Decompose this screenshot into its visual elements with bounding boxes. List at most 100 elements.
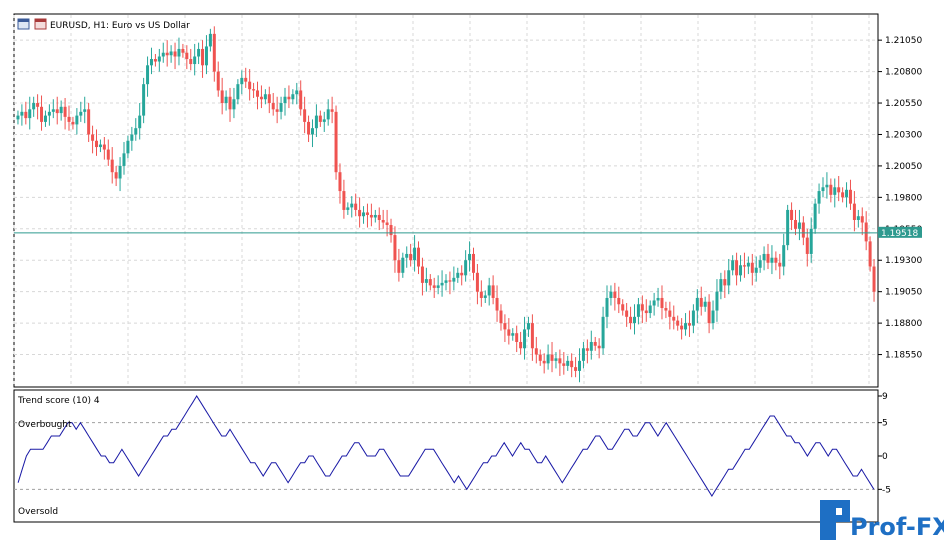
candle-body bbox=[774, 257, 778, 263]
candle-body bbox=[578, 360, 582, 371]
candle-body bbox=[314, 115, 318, 129]
candle-body bbox=[114, 172, 118, 179]
candle-body bbox=[146, 65, 150, 85]
candle-body bbox=[377, 214, 381, 220]
candle-body bbox=[122, 153, 126, 166]
candle-body bbox=[161, 52, 165, 57]
candle-body bbox=[841, 192, 845, 198]
watermark-logo: Prof-FX bbox=[820, 500, 944, 541]
candle-body bbox=[801, 222, 805, 238]
candle-body bbox=[24, 111, 28, 119]
candle-body bbox=[593, 341, 597, 346]
candle-body bbox=[346, 207, 350, 210]
candle-body bbox=[695, 297, 699, 311]
candle-body bbox=[731, 260, 735, 271]
candle-body bbox=[303, 109, 307, 122]
candle-body bbox=[252, 89, 256, 91]
candle-body bbox=[110, 159, 114, 173]
candle-body bbox=[711, 310, 715, 324]
candle-body bbox=[460, 272, 464, 276]
candle-body bbox=[574, 367, 578, 371]
candle-body bbox=[770, 257, 774, 263]
candle-body bbox=[240, 77, 244, 85]
candle-body bbox=[63, 106, 67, 117]
candle-body bbox=[621, 304, 625, 311]
candle-body bbox=[149, 59, 153, 66]
candle-body bbox=[236, 84, 240, 100]
candle-body bbox=[181, 48, 185, 53]
candle-body bbox=[47, 111, 51, 116]
candle-body bbox=[727, 270, 731, 286]
candle-body bbox=[326, 109, 330, 120]
candle-body bbox=[389, 225, 393, 236]
candle-body bbox=[503, 323, 507, 330]
candle-body bbox=[432, 285, 436, 288]
candle-body bbox=[562, 363, 566, 366]
price-pane[interactable] bbox=[13, 13, 879, 388]
current-price-label: 1.19518 bbox=[881, 229, 918, 239]
price-tick-label: 1.19050 bbox=[885, 288, 922, 298]
candle-body bbox=[845, 189, 849, 198]
candle-body bbox=[538, 354, 542, 361]
candle-body bbox=[95, 140, 99, 148]
candle-body bbox=[291, 94, 295, 100]
candle-body bbox=[189, 59, 193, 65]
candle-body bbox=[51, 109, 55, 112]
candle-body bbox=[625, 310, 629, 317]
candle-body bbox=[436, 285, 440, 288]
candle-body bbox=[126, 140, 130, 154]
candle-body bbox=[742, 265, 746, 267]
candle-body bbox=[617, 297, 621, 305]
candle-body bbox=[860, 216, 864, 223]
watermark-text: Prof-FX bbox=[850, 513, 944, 541]
candle-body bbox=[491, 285, 495, 298]
candle-body bbox=[365, 212, 369, 215]
candle-body bbox=[526, 323, 530, 330]
candle-body bbox=[299, 90, 303, 110]
candle-body bbox=[652, 300, 656, 306]
candle-body bbox=[20, 111, 24, 116]
candle-body bbox=[130, 134, 134, 141]
candle-body bbox=[55, 109, 59, 114]
indicator-tick-label: 0 bbox=[882, 452, 888, 462]
candle-body bbox=[585, 348, 589, 351]
candle-body bbox=[428, 279, 432, 286]
candle-body bbox=[499, 310, 503, 324]
candle-body bbox=[636, 304, 640, 317]
candle-body bbox=[589, 341, 593, 351]
candle-body bbox=[735, 260, 739, 276]
candle-body bbox=[507, 329, 511, 336]
candle-body bbox=[318, 115, 322, 122]
candles bbox=[16, 26, 876, 383]
candle-body bbox=[570, 360, 574, 368]
candle-body bbox=[448, 280, 452, 282]
candle-body bbox=[275, 109, 279, 112]
candle-body bbox=[739, 265, 743, 276]
indicator-pane[interactable] bbox=[13, 389, 879, 523]
candle-body bbox=[28, 109, 32, 119]
candle-body bbox=[676, 320, 680, 326]
indicator-tick-label: -5 bbox=[882, 485, 891, 495]
candle-body bbox=[762, 253, 766, 261]
candle-body bbox=[193, 56, 197, 65]
candle-body bbox=[259, 96, 263, 100]
candle-body bbox=[872, 266, 876, 292]
candle-body bbox=[707, 301, 711, 324]
candle-body bbox=[409, 253, 413, 261]
candle-body bbox=[165, 52, 169, 56]
price-tick-label: 1.21050 bbox=[885, 36, 922, 46]
current-price-tag: 1.19518 bbox=[878, 226, 922, 239]
candle-body bbox=[699, 297, 703, 307]
candle-body bbox=[805, 237, 809, 254]
candle-body bbox=[479, 291, 483, 298]
candle-body bbox=[456, 272, 460, 278]
candle-body bbox=[212, 33, 216, 72]
candle-body bbox=[338, 172, 342, 192]
price-tick-label: 1.19300 bbox=[885, 256, 922, 266]
candle-body bbox=[793, 219, 797, 229]
candle-body bbox=[71, 121, 75, 125]
candle-body bbox=[817, 191, 821, 204]
candle-body bbox=[310, 128, 314, 135]
candle-body bbox=[201, 48, 205, 66]
candle-body bbox=[216, 71, 220, 91]
